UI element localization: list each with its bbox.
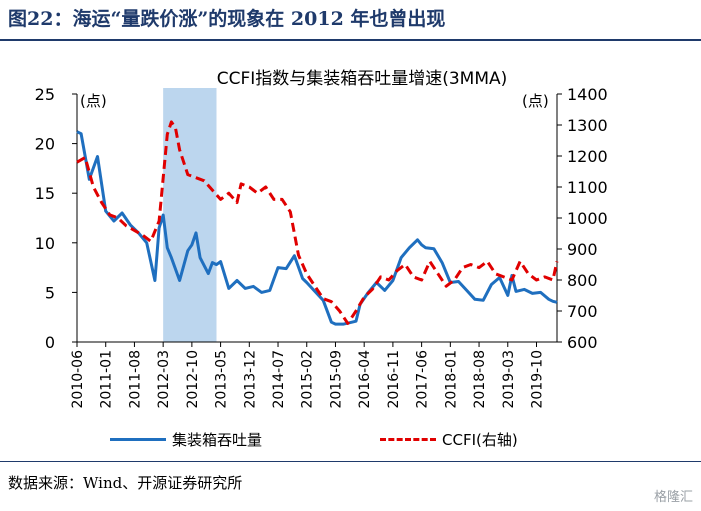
y-left-tick-label: 20 <box>35 135 55 154</box>
x-tick-label: 2017-06 <box>415 350 431 409</box>
y-axis-right-label: (点) <box>522 92 549 110</box>
legend-label-ccfi: CCFI(右轴) <box>442 431 518 449</box>
legend-label-throughput: 集装箱吞吐量 <box>172 431 263 449</box>
axis-layer: 0 5 10 15 20 25 600 700 800 900 1000 1100 1200 1300 14… <box>35 85 608 409</box>
y-left-tick-label: 25 <box>35 85 55 104</box>
x-tick-label: 2011-08 <box>127 350 143 409</box>
x-tick-label: 2016-04 <box>357 350 373 409</box>
series-line-throughput <box>76 130 558 326</box>
y-right-tick-label: 900 <box>567 240 598 259</box>
x-tick-label: 2016-11 <box>386 350 402 409</box>
x-tick-label: 2012-03 <box>156 350 172 409</box>
y-right-tick-label: 1300 <box>567 116 608 135</box>
x-tick-label: 2018-08 <box>472 350 488 409</box>
y-left-tick-label: 0 <box>45 333 55 352</box>
y-right-tick-label: 1200 <box>567 147 608 166</box>
y-right-tick-label: 1400 <box>567 85 608 104</box>
chart: 0 5 10 15 20 25 600 700 800 900 1000 1100 1200 1300 14… <box>35 69 608 409</box>
y-axis-left-label: (点) <box>80 92 107 110</box>
legend-swatch-ccfi <box>380 438 436 441</box>
legend-item-throughput: 集装箱吞吐量 <box>110 429 262 450</box>
watermark: 格隆汇 <box>653 490 693 505</box>
x-tick-label: 2010-06 <box>70 350 86 409</box>
figure-title: 图22：海运“量跌价涨”的现象在 2012 年也曾出现 <box>8 8 446 30</box>
y-right-tick-label: 800 <box>567 271 598 290</box>
top-rule <box>0 39 701 41</box>
chart-title: CCFI指数与集装箱吞吐量增速(3MMA) <box>217 69 508 89</box>
y-right-tick-label: 1000 <box>567 209 608 228</box>
x-tick-label: 2012-10 <box>185 350 201 409</box>
legend-item-ccfi: CCFI(右轴) <box>380 429 518 450</box>
y-left-tick-label: 10 <box>35 234 55 253</box>
y-left-tick-label: 15 <box>35 184 55 203</box>
y-left-tick-label: 5 <box>45 283 55 302</box>
x-tick-label: 2019-10 <box>529 350 545 409</box>
series-line-ccfi <box>76 120 559 325</box>
x-tick-label: 2015-02 <box>300 350 316 409</box>
legend: 集装箱吞吐量 CCFI(右轴) <box>0 425 701 455</box>
x-tick-label: 2011-01 <box>99 350 115 409</box>
x-tick-label: 2015-09 <box>328 350 344 409</box>
figure-header: 图22：海运“量跌价涨”的现象在 2012 年也曾出现 <box>0 0 701 38</box>
x-tick-label: 2018-01 <box>443 350 459 409</box>
y-right-tick-label: 600 <box>567 333 598 352</box>
x-tick-label: 2019-03 <box>501 350 517 409</box>
shaded-period <box>163 88 217 342</box>
legend-swatch-throughput <box>110 438 166 441</box>
series-layer <box>76 120 559 326</box>
x-tick-label: 2013-05 <box>214 350 230 409</box>
x-tick-label: 2013-12 <box>242 350 258 409</box>
bottom-rule <box>0 461 701 462</box>
x-tick-label: 2014-07 <box>271 350 287 409</box>
figure-source: 数据来源：Wind、开源证券研究所 <box>8 474 243 492</box>
shade-layer <box>163 88 217 342</box>
y-right-tick-label: 1100 <box>567 178 608 197</box>
y-right-tick-label: 700 <box>567 302 598 321</box>
